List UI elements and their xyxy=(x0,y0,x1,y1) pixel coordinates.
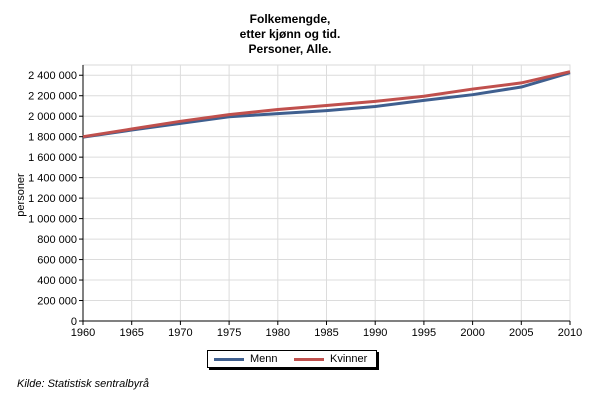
chart-title: Folkemengde, etter kjønn og tid. Persone… xyxy=(0,12,580,57)
x-tick-label: 1990 xyxy=(363,327,387,339)
x-tick-label: 1995 xyxy=(412,327,436,339)
y-tick-label: 1 000 000 xyxy=(28,214,77,226)
legend-item-menn: Menn xyxy=(214,352,278,366)
x-tick-label: 2010 xyxy=(558,327,582,339)
axes: 0 200 000 400 000 600 000 800 000 1 000 000 1 … xyxy=(28,65,582,339)
grid xyxy=(82,64,571,322)
y-tick-label: 1 600 000 xyxy=(28,152,77,164)
y-tick-label: 200 000 xyxy=(37,296,77,308)
x-tick-label: 2005 xyxy=(509,327,533,339)
series-lines xyxy=(82,70,571,139)
x-tick-label: 1975 xyxy=(217,327,241,339)
legend: Menn Kvinner xyxy=(207,350,377,368)
y-tick-label: 1 800 000 xyxy=(28,132,77,144)
legend-label-kvinner: Kvinner xyxy=(330,353,368,365)
series-line-kvinner xyxy=(82,70,571,139)
y-tick-label: 2 400 000 xyxy=(28,70,77,82)
x-tick-label: 2000 xyxy=(460,327,484,339)
legend-swatch-kvinner xyxy=(294,357,324,361)
y-tick-label: 800 000 xyxy=(37,234,77,246)
x-tick-label: 1965 xyxy=(119,327,143,339)
chart-title-line-2: etter kjønn og tid. xyxy=(239,27,341,41)
x-tick-label: 1970 xyxy=(168,327,192,339)
x-tick-label: 1980 xyxy=(266,327,290,339)
y-tick-label: 1 200 000 xyxy=(28,193,77,205)
y-tick-label: 1 400 000 xyxy=(28,173,77,185)
x-tick-label: 1960 xyxy=(71,327,95,339)
y-axis-label: personer xyxy=(15,173,27,217)
chart-title-line-1: Folkemengde, xyxy=(249,12,331,26)
legend-item-kvinner: Kvinner xyxy=(294,352,367,366)
y-tick-label: 2 200 000 xyxy=(28,91,77,103)
chart-title-line-3: Personer, Alle. xyxy=(248,42,332,56)
y-tick-label: 2 000 000 xyxy=(28,111,77,123)
legend-swatch-menn xyxy=(214,357,244,361)
x-tick-label: 1985 xyxy=(314,327,338,339)
legend-label-menn: Menn xyxy=(250,353,278,365)
y-tick-label: 0 xyxy=(71,316,77,328)
source-note: Kilde: Statistisk sentralbyrå xyxy=(17,378,150,390)
series-line-menn xyxy=(82,71,571,139)
line-chart: 0 200 000 400 000 600 000 800 000 1 000 000 1 … xyxy=(15,64,582,339)
y-tick-label: 400 000 xyxy=(37,275,77,287)
y-tick-label: 600 000 xyxy=(37,255,77,267)
